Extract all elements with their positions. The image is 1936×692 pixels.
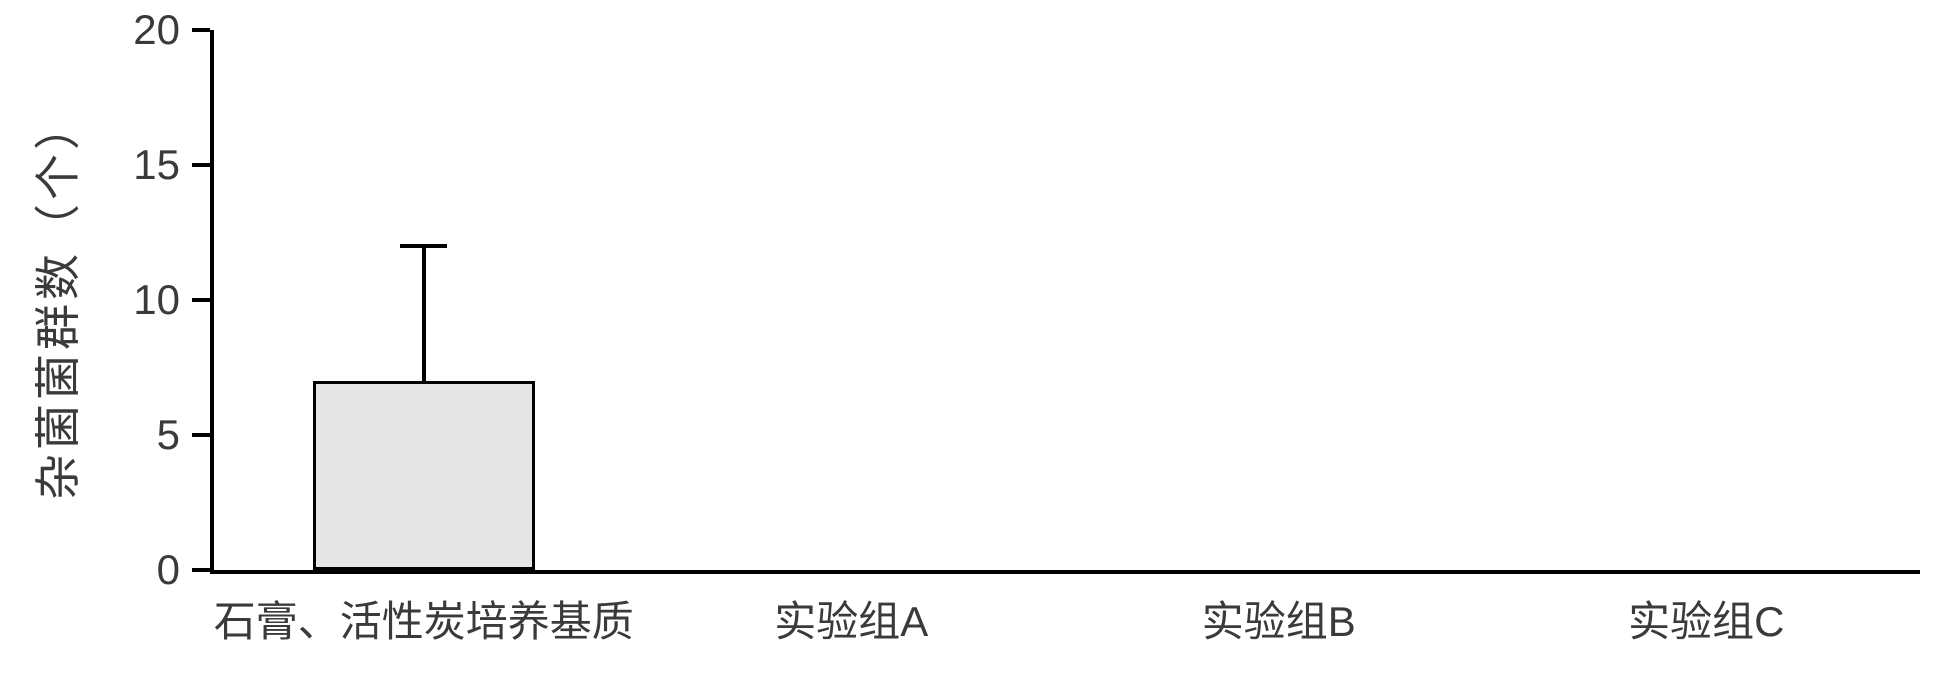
x-tick-label: 石膏、活性炭培养基质 (214, 588, 634, 649)
bar (313, 381, 535, 570)
error-bar-stem (422, 246, 426, 381)
y-tick (192, 28, 210, 32)
y-tick-label: 0 (0, 546, 180, 594)
y-tick (192, 163, 210, 167)
x-axis (210, 570, 1920, 574)
x-tick-label: 实验组C (1628, 588, 1784, 649)
x-tick-label: 实验组B (1202, 588, 1356, 649)
bar-chart: 05101520杂菌菌群数（个）石膏、活性炭培养基质实验组A实验组B实验组C (0, 0, 1936, 692)
y-tick (192, 568, 210, 572)
y-tick-label: 20 (0, 6, 180, 54)
error-bar-cap (400, 244, 447, 248)
y-tick (192, 433, 210, 437)
y-axis (210, 30, 214, 570)
y-tick (192, 298, 210, 302)
x-tick-label: 实验组A (774, 588, 928, 649)
y-axis-title: 杂菌菌群数（个） (22, 100, 88, 500)
